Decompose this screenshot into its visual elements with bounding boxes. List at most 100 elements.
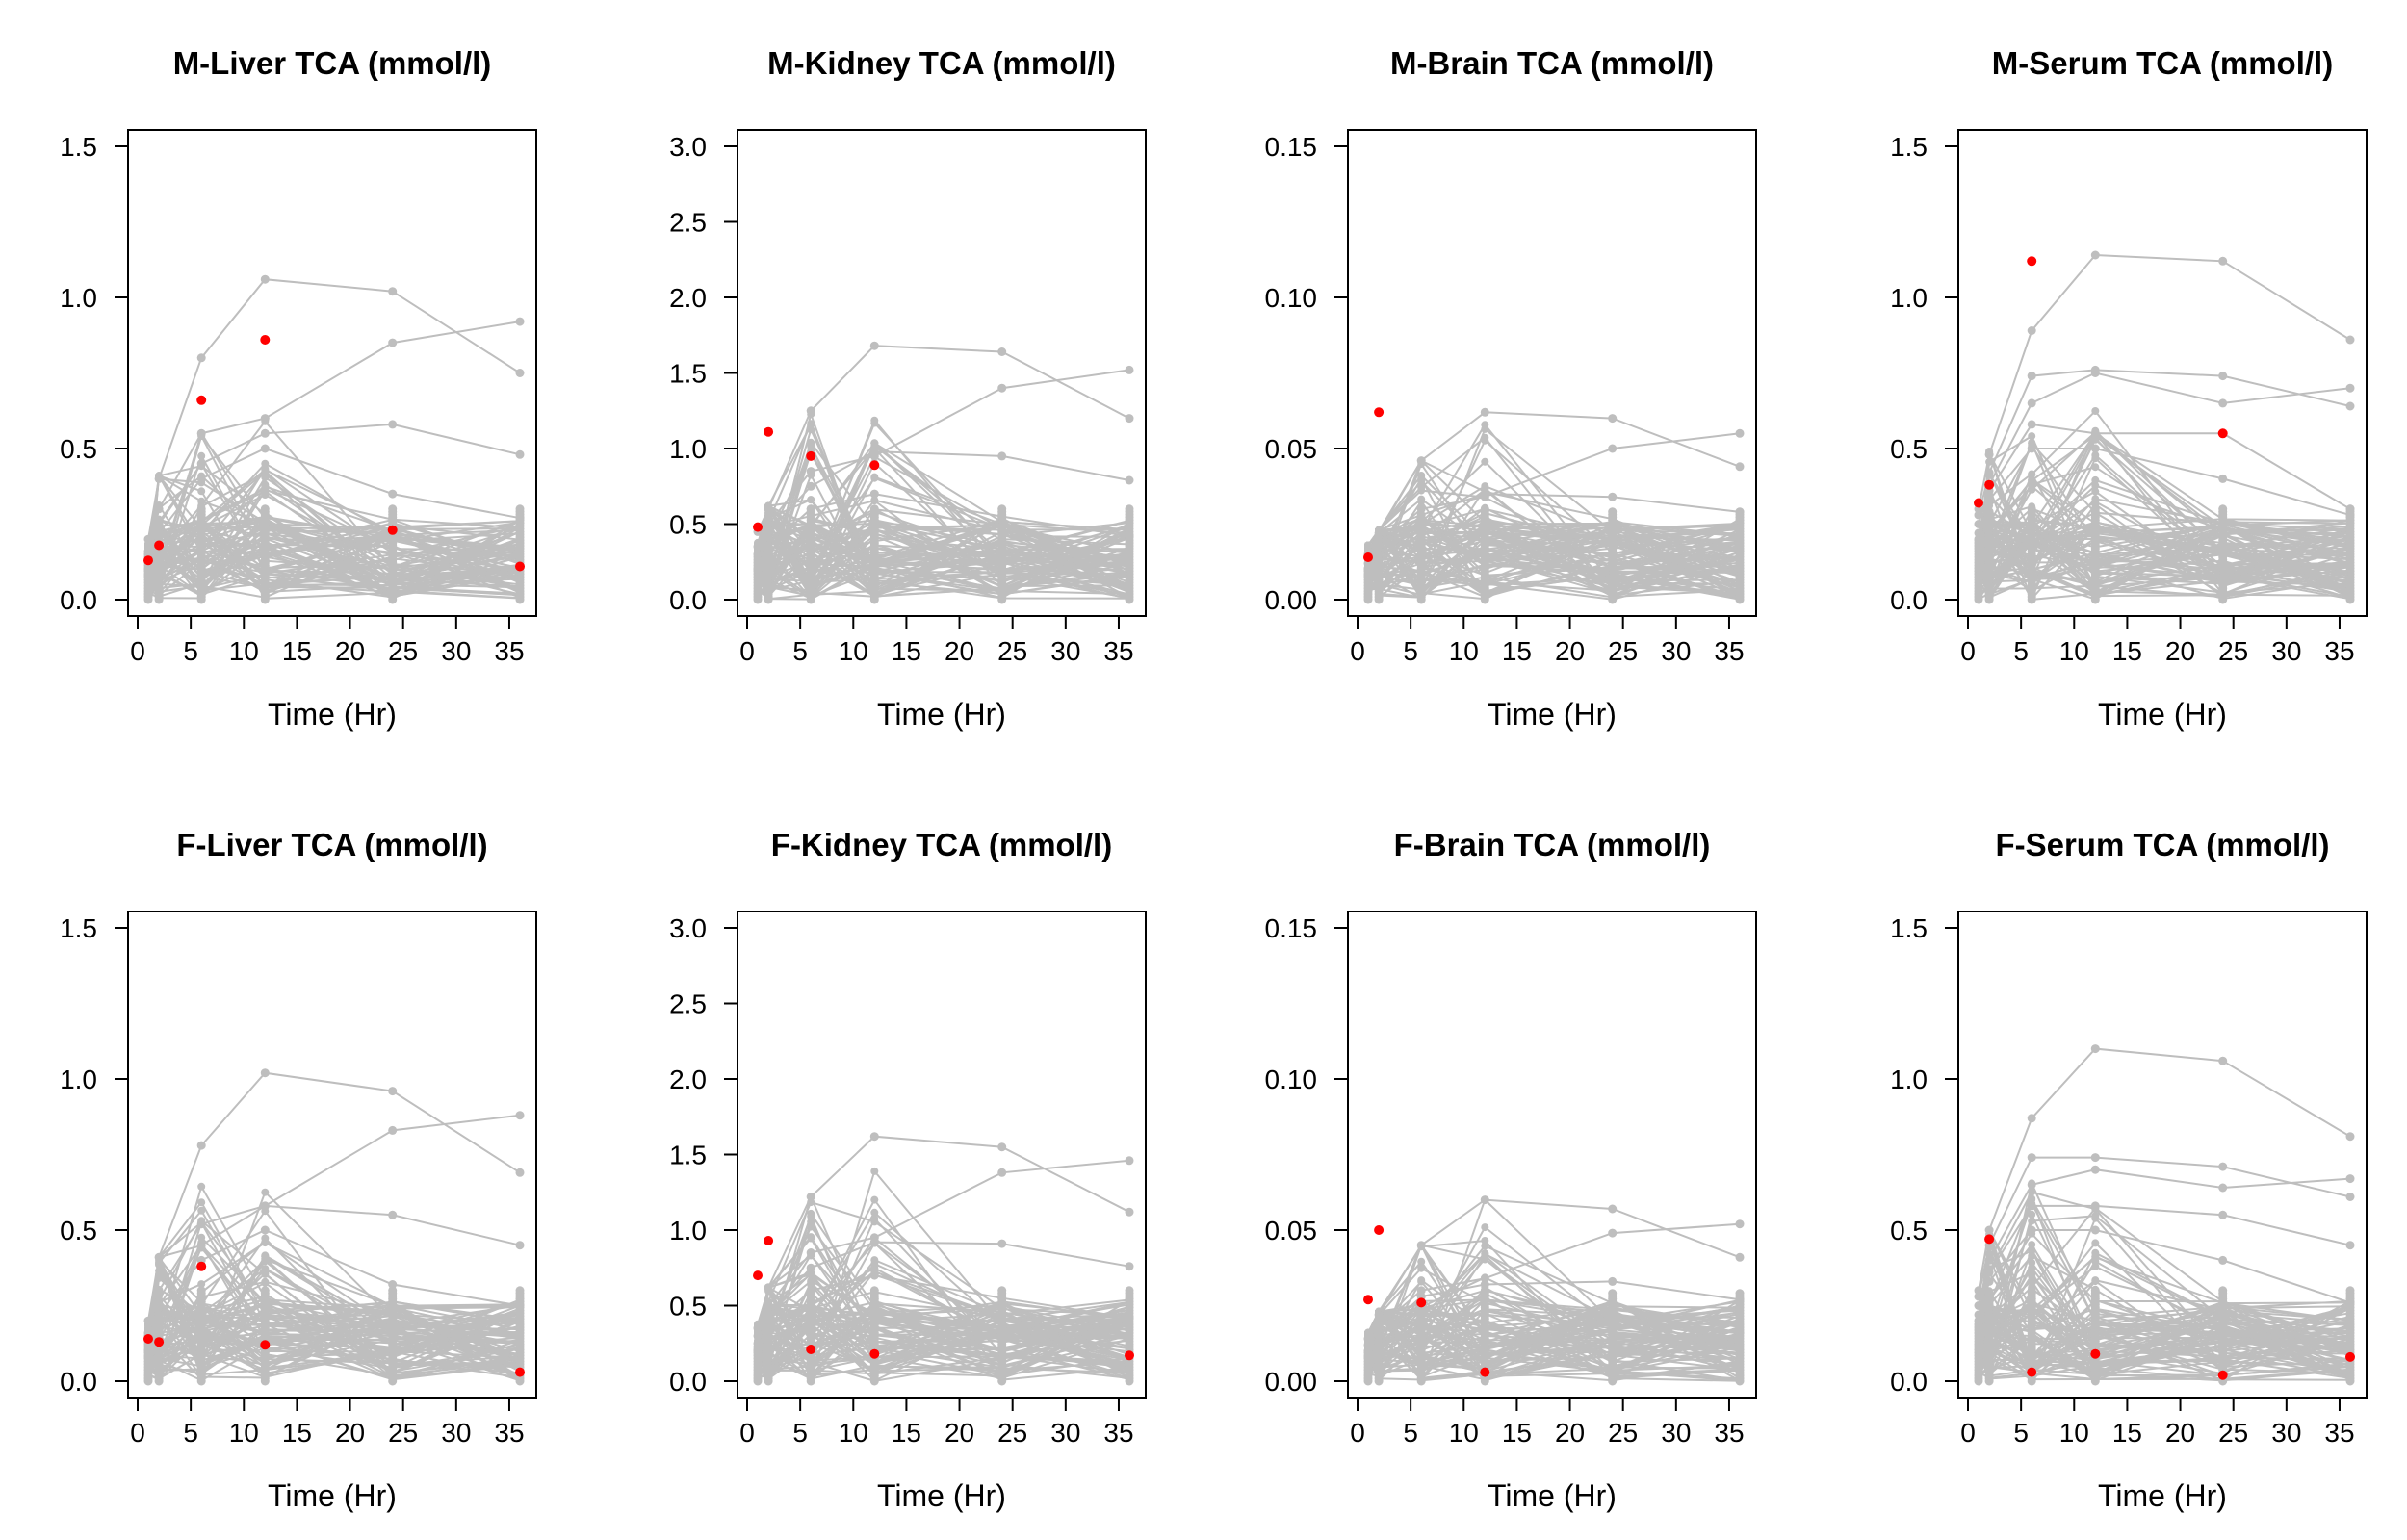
x-axis-title: Time (Hr) bbox=[2098, 697, 2227, 732]
x-tick-label: 25 bbox=[388, 636, 418, 666]
data-point bbox=[2090, 444, 2100, 453]
y-tick-label: 0.0 bbox=[60, 1367, 97, 1397]
data-point bbox=[1984, 468, 1994, 477]
y-tick-label: 2.0 bbox=[669, 283, 707, 313]
data-point bbox=[1974, 520, 1983, 528]
data-point bbox=[870, 474, 879, 482]
data-point bbox=[764, 520, 773, 528]
data-point bbox=[1417, 477, 1426, 486]
data-point bbox=[2090, 369, 2100, 377]
y-tick-label: 0.00 bbox=[1265, 585, 1318, 615]
x-tick-label: 15 bbox=[2112, 636, 2142, 666]
data-point bbox=[154, 520, 164, 528]
data-point bbox=[2218, 256, 2228, 266]
data-point bbox=[154, 1286, 164, 1296]
x-tick-label: 35 bbox=[2324, 636, 2354, 666]
data-point bbox=[2345, 510, 2355, 520]
highlight-point bbox=[1374, 407, 1385, 418]
x-tick-label: 20 bbox=[2165, 636, 2195, 666]
data-point bbox=[261, 1255, 270, 1264]
chart-title: F-Kidney TCA (mmol/l) bbox=[771, 827, 1112, 862]
data-point bbox=[515, 1286, 525, 1296]
y-axis: 0.00.51.01.52.02.53.0 bbox=[669, 132, 738, 615]
data-point bbox=[1735, 462, 1745, 472]
data-point bbox=[196, 1286, 206, 1296]
data-point bbox=[261, 1277, 270, 1286]
x-tick-label: 30 bbox=[441, 1418, 471, 1448]
y-axis: 0.00.51.01.5 bbox=[60, 132, 128, 615]
data-point bbox=[260, 504, 270, 514]
x-tick-label: 20 bbox=[335, 1418, 365, 1448]
data-point bbox=[197, 1198, 206, 1207]
data-point bbox=[1125, 504, 1134, 514]
data-point bbox=[2090, 504, 2100, 514]
data-point bbox=[2218, 504, 2228, 514]
x-tick-label: 10 bbox=[1449, 636, 1479, 666]
data-point bbox=[2027, 420, 2036, 429]
data-point bbox=[154, 1252, 164, 1262]
data-point bbox=[870, 1208, 879, 1217]
data-point bbox=[1735, 428, 1745, 438]
highlight-point bbox=[1984, 479, 1995, 490]
data-point bbox=[515, 1241, 525, 1250]
data-point bbox=[2345, 335, 2355, 345]
y-tick-label: 0.0 bbox=[669, 585, 707, 615]
x-tick-label: 25 bbox=[997, 636, 1027, 666]
y-tick-label: 1.5 bbox=[60, 132, 97, 162]
data-point bbox=[196, 474, 206, 483]
data-point bbox=[2218, 372, 2228, 381]
x-tick-label: 35 bbox=[494, 1418, 524, 1448]
data-point bbox=[807, 425, 815, 434]
x-tick-label: 5 bbox=[183, 636, 198, 666]
data-point bbox=[260, 1201, 270, 1211]
plot-frame bbox=[127, 129, 537, 617]
data-point bbox=[806, 504, 815, 514]
y-tick-label: 0.10 bbox=[1265, 283, 1318, 313]
data-point bbox=[388, 1087, 398, 1096]
data-point bbox=[196, 1141, 206, 1150]
data-point bbox=[997, 512, 1007, 522]
data-point bbox=[1481, 433, 1489, 442]
data-point bbox=[764, 526, 773, 536]
data-point bbox=[143, 534, 153, 544]
data-point bbox=[870, 1167, 879, 1175]
x-tick-label: 35 bbox=[1714, 636, 1744, 666]
y-axis: 0.00.51.01.5 bbox=[60, 913, 128, 1397]
data-point bbox=[2028, 470, 2036, 478]
data-point bbox=[261, 1270, 270, 1278]
data-point bbox=[154, 528, 164, 538]
x-tick-label: 10 bbox=[2059, 636, 2089, 666]
data-point bbox=[260, 1225, 270, 1235]
highlight-point bbox=[1363, 552, 1373, 562]
data-point bbox=[261, 467, 270, 475]
chart-title: M-Kidney TCA (mmol/l) bbox=[767, 45, 1116, 81]
data-point bbox=[1608, 534, 1618, 544]
data-point bbox=[997, 451, 1007, 461]
highlight-point bbox=[869, 460, 880, 471]
data-point bbox=[2091, 487, 2100, 496]
data-point bbox=[1125, 531, 1134, 541]
data-point bbox=[515, 1301, 525, 1310]
data-point bbox=[1984, 507, 1994, 517]
data-point bbox=[2091, 407, 2100, 415]
data-point bbox=[1480, 504, 1489, 514]
data-point bbox=[197, 497, 206, 505]
x-tick-label: 30 bbox=[1050, 636, 1080, 666]
data-point bbox=[753, 565, 763, 575]
highlight-point bbox=[143, 1334, 153, 1344]
y-tick-label: 2.5 bbox=[669, 208, 707, 238]
data-point bbox=[260, 274, 270, 284]
chart-panel-6: F-Kidney TCA (mmol/l)0 5 10 15 20 25 30 35Time … bbox=[669, 827, 1147, 1513]
data-point bbox=[870, 1195, 879, 1204]
data-point bbox=[997, 347, 1007, 356]
highlight-point bbox=[1974, 498, 1983, 508]
x-tick-label: 15 bbox=[892, 636, 921, 666]
data-point bbox=[143, 1316, 153, 1325]
y-tick-label: 0.5 bbox=[669, 510, 707, 540]
data-point bbox=[197, 1206, 206, 1215]
data-point bbox=[143, 565, 153, 575]
data-point bbox=[388, 1280, 398, 1289]
